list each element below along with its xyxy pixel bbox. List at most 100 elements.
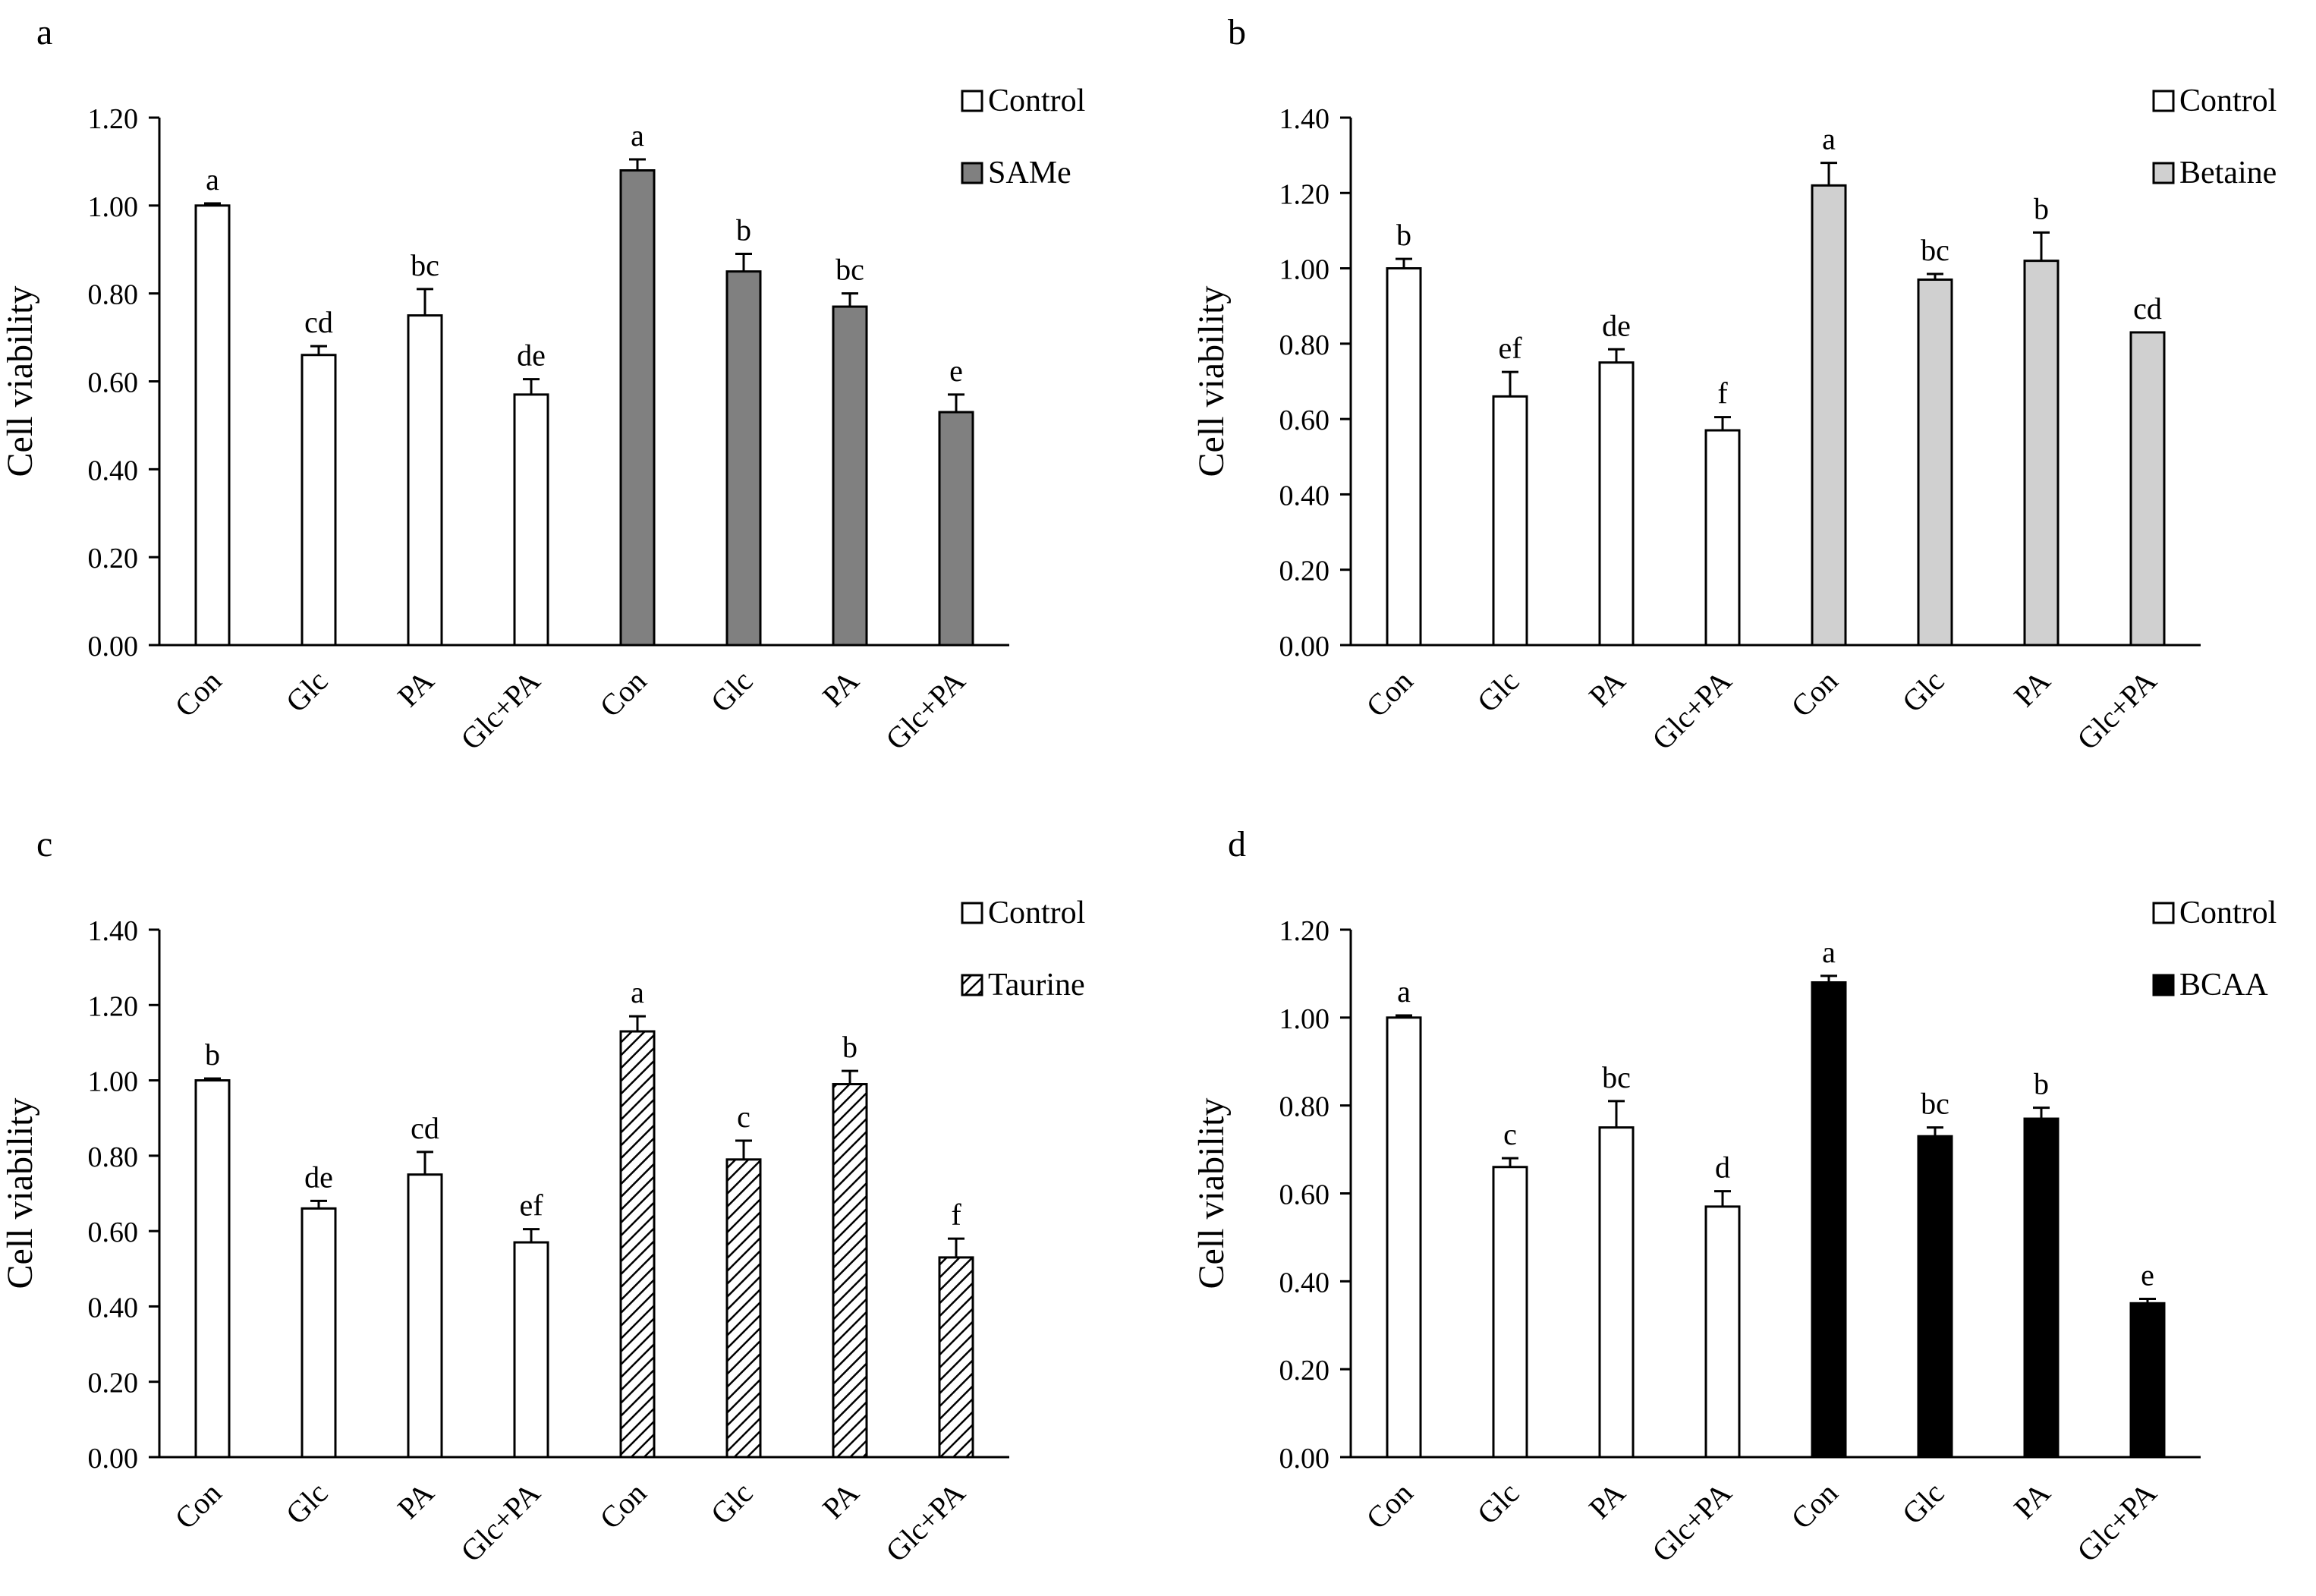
y-tick-label: 0.40 [88, 1292, 139, 1324]
bar [938, 1256, 974, 1459]
significance-letter: a [1397, 974, 1411, 1009]
significance-letter: bc [1921, 233, 1949, 267]
bar [832, 1083, 868, 1459]
x-tick-label: Con [1784, 1476, 1844, 1536]
legend-swatch [961, 90, 983, 112]
x-tick-label: Glc+PA [879, 1475, 971, 1568]
significance-letter: ef [519, 1188, 543, 1223]
significance-letter: bc [835, 253, 864, 287]
x-tick-label: Glc [704, 1476, 760, 1531]
y-axis-label: Cell viability [0, 1098, 40, 1289]
significance-letter: c [1503, 1117, 1517, 1151]
bar [2129, 1302, 2166, 1459]
significance-letter: e [949, 354, 963, 388]
bar [194, 204, 231, 647]
x-tick-label: Glc [704, 664, 760, 719]
x-tick-label: Glc [279, 1476, 335, 1531]
x-tick-label: Glc [1896, 664, 1951, 719]
x-tick-label: Glc+PA [2070, 663, 2163, 756]
panel-label: b [1228, 12, 1246, 52]
y-tick-label: 0.00 [1279, 631, 1330, 663]
bar [1917, 278, 1953, 647]
bar [1704, 429, 1741, 647]
y-axis-label: Cell viability [1191, 1098, 1232, 1289]
x-tick-label: Glc+PA [1645, 663, 1738, 756]
y-axis-label: Cell viability [0, 286, 40, 477]
significance-letter: a [631, 118, 644, 153]
bar [725, 1158, 762, 1459]
bar [1811, 981, 1847, 1459]
y-tick-label: 0.00 [88, 1443, 139, 1475]
bar [2023, 260, 2060, 647]
y-tick-label: 0.20 [1279, 556, 1330, 587]
significance-letter: c [737, 1100, 750, 1134]
y-tick-label: 0.20 [88, 1368, 139, 1399]
y-tick-label: 0.20 [88, 543, 139, 574]
y-tick-label: 0.00 [1279, 1443, 1330, 1475]
legend-label: Control [988, 896, 1085, 930]
bar [513, 1241, 549, 1459]
bar [1492, 1166, 1528, 1459]
bar [619, 1030, 656, 1459]
panel-label: c [36, 824, 52, 864]
significance-letter: f [951, 1198, 961, 1232]
x-tick-label: Glc [1471, 1476, 1526, 1531]
y-tick-label: 0.80 [88, 1141, 139, 1173]
significance-letter: d [1715, 1151, 1730, 1185]
legend-label: SAMe [988, 156, 1071, 190]
bar [1492, 395, 1528, 647]
y-tick-label: 1.20 [1279, 178, 1330, 210]
significance-letter: bc [1602, 1060, 1631, 1094]
legend-label: Taurine [988, 968, 1085, 1003]
x-tick-label: PA [2007, 663, 2056, 713]
y-tick-label: 1.00 [88, 1066, 139, 1098]
x-tick-label: Glc [1896, 1476, 1951, 1531]
x-tick-label: Glc+PA [879, 663, 971, 756]
y-tick-label: 0.80 [88, 279, 139, 311]
y-tick-label: 1.00 [88, 191, 139, 223]
y-tick-label: 0.80 [1279, 1091, 1330, 1123]
bar [513, 393, 549, 647]
y-tick-label: 0.20 [1279, 1355, 1330, 1387]
legend-swatch [2152, 162, 2175, 184]
bar [938, 411, 974, 647]
x-tick-label: PA [1582, 663, 1632, 713]
chart-panel-c: c 0.00 0.20 0.40 0.60 0.80 1.00 1.20 1.40 Cell vi… [0, 824, 1085, 1569]
bar [832, 305, 868, 647]
x-tick-label: Glc+PA [454, 663, 546, 756]
significance-letter: a [206, 162, 219, 197]
chart-panel-b: b 0.00 0.20 0.40 0.60 0.80 1.00 1.20 1.40 Cell vi… [1191, 12, 2277, 757]
y-tick-label: 1.00 [1279, 1003, 1330, 1035]
bar [301, 1207, 337, 1459]
x-tick-label: Con [168, 1476, 228, 1536]
bar [2129, 331, 2166, 647]
chart-panel-a: a 0.00 0.20 0.40 0.60 0.80 1.00 1.20 Cell viabil… [0, 12, 1085, 757]
legend-swatch [961, 902, 983, 924]
x-tick-label: Con [593, 1476, 653, 1536]
legend-label: Control [988, 83, 1085, 118]
y-tick-label: 1.20 [88, 103, 139, 135]
bar [1917, 1135, 1953, 1459]
significance-letter: de [304, 1160, 333, 1194]
significance-letter: cd [411, 1111, 439, 1145]
bar [1598, 1126, 1635, 1459]
y-tick-label: 1.20 [88, 990, 139, 1022]
y-tick-label: 0.80 [1279, 329, 1330, 361]
legend-label: BCAA [2179, 968, 2268, 1003]
legend-label: Control [2179, 896, 2277, 930]
x-tick-label: PA [2007, 1475, 2056, 1525]
legend-label: Betaine [2179, 156, 2277, 190]
x-tick-label: Con [1784, 664, 1844, 724]
y-tick-label: 0.40 [1279, 1267, 1330, 1299]
bar [619, 169, 656, 647]
x-tick-label: Glc [1471, 664, 1526, 719]
x-tick-label: Con [593, 664, 653, 724]
panel-label: a [36, 12, 52, 52]
significance-letter: b [2034, 191, 2049, 225]
y-tick-label: 0.60 [1279, 405, 1330, 436]
bar [1598, 361, 1635, 647]
y-tick-label: 1.40 [1279, 103, 1330, 135]
legend-swatch [961, 162, 983, 184]
significance-letter: b [205, 1037, 220, 1072]
